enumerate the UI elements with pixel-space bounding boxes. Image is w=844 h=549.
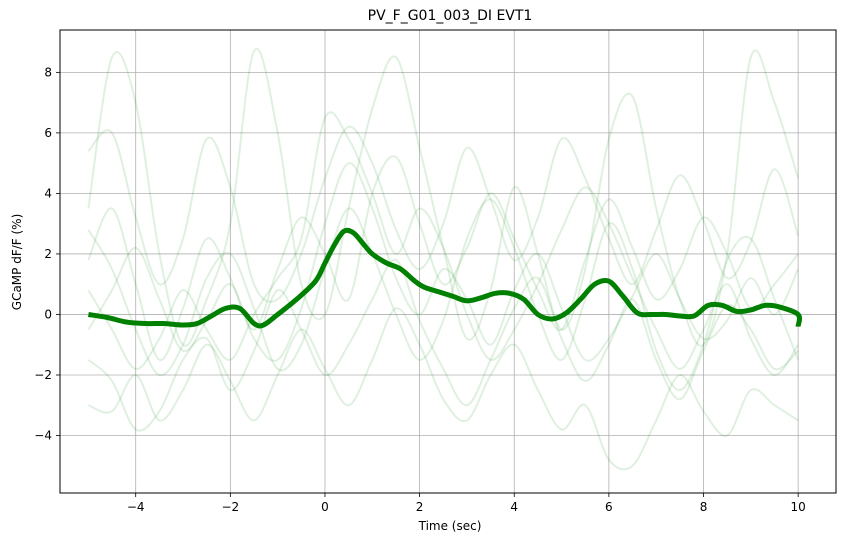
trial-trace-line: [87, 125, 800, 303]
x-tick-label: 0: [321, 500, 329, 514]
mean-trace: [88, 227, 803, 329]
x-tick-label: 6: [605, 500, 613, 514]
y-tick-label: 8: [44, 65, 52, 79]
y-tick-label: 6: [44, 126, 52, 140]
trial-trace-line: [87, 155, 799, 361]
trial-trace-line: [87, 258, 799, 432]
trial-trace-line: [87, 198, 800, 392]
y-axis-ticks: −4 −2 0 2 4 6 8: [34, 65, 60, 443]
x-axis-ticks: −4 −2 0 2 4 6 8 10: [127, 493, 806, 514]
x-tick-label: 4: [510, 500, 518, 514]
trial-traces: [87, 47, 800, 471]
y-tick-label: −2: [34, 368, 52, 382]
y-tick-label: 4: [44, 186, 52, 200]
x-tick-label: −2: [221, 500, 239, 514]
trial-trace-line: [87, 111, 799, 376]
chart-title: PV_F_G01_003_DI EVT1: [368, 8, 533, 24]
y-tick-label: −4: [34, 429, 52, 443]
x-tick-label: −4: [127, 500, 145, 514]
x-axis-label: Time (sec): [418, 519, 482, 533]
x-tick-label: 8: [700, 500, 708, 514]
trial-trace-line: [87, 47, 800, 347]
y-axis-label: GCaMP dF/F (%): [10, 214, 24, 310]
x-tick-label: 10: [791, 500, 806, 514]
mean-trace-line: [88, 227, 803, 329]
plot-frame: [59, 29, 837, 494]
trial-trace-line: [88, 307, 799, 471]
y-tick-label: 2: [44, 247, 52, 261]
x-tick-label: 2: [416, 500, 424, 514]
grid: [60, 30, 836, 493]
y-tick-label: 0: [44, 307, 52, 321]
